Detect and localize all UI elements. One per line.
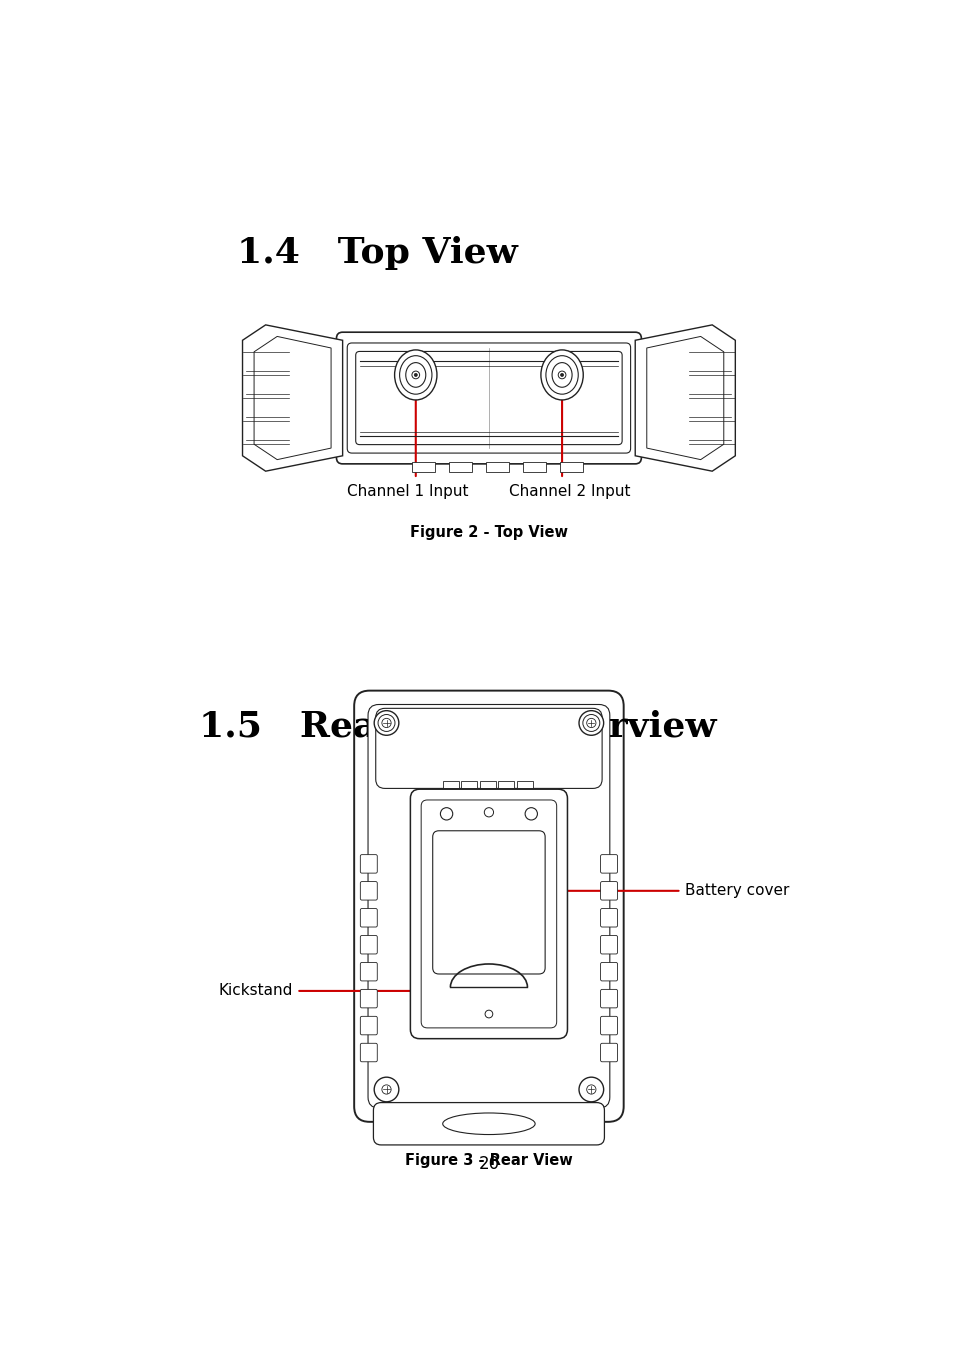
FancyBboxPatch shape <box>360 963 376 981</box>
Circle shape <box>558 370 565 379</box>
FancyBboxPatch shape <box>360 935 376 954</box>
Text: Channel 1 Input: Channel 1 Input <box>347 485 468 500</box>
Ellipse shape <box>395 350 436 400</box>
Bar <box>488 795 501 803</box>
Ellipse shape <box>552 362 572 387</box>
FancyBboxPatch shape <box>600 881 617 900</box>
Text: 1.5   Rear Panel Overview: 1.5 Rear Panel Overview <box>198 710 716 744</box>
Bar <box>460 781 476 788</box>
Bar <box>559 462 582 471</box>
Bar <box>456 808 466 816</box>
Text: Channel 2 Input: Channel 2 Input <box>509 485 630 500</box>
Circle shape <box>374 1078 398 1102</box>
Polygon shape <box>646 337 723 459</box>
Polygon shape <box>253 337 331 459</box>
Circle shape <box>374 711 398 735</box>
Circle shape <box>560 373 563 376</box>
FancyBboxPatch shape <box>360 1044 376 1061</box>
Text: Battery cover: Battery cover <box>684 884 789 898</box>
FancyBboxPatch shape <box>336 333 640 463</box>
FancyBboxPatch shape <box>433 831 544 974</box>
Circle shape <box>586 718 596 727</box>
Bar <box>497 781 514 788</box>
Circle shape <box>578 1078 603 1102</box>
Circle shape <box>484 1010 493 1018</box>
Bar <box>508 808 519 816</box>
FancyBboxPatch shape <box>360 854 376 873</box>
Circle shape <box>381 718 391 727</box>
Circle shape <box>578 711 603 735</box>
Bar <box>522 462 545 471</box>
Circle shape <box>381 1084 391 1094</box>
Circle shape <box>440 808 453 820</box>
Ellipse shape <box>399 356 432 395</box>
Circle shape <box>412 370 419 379</box>
FancyBboxPatch shape <box>368 704 609 1109</box>
FancyBboxPatch shape <box>360 990 376 1008</box>
Ellipse shape <box>405 362 425 387</box>
Ellipse shape <box>545 356 578 395</box>
Circle shape <box>524 808 537 820</box>
Text: 1.4   Top View: 1.4 Top View <box>237 236 517 271</box>
Circle shape <box>414 373 416 376</box>
Bar <box>495 808 506 816</box>
Ellipse shape <box>442 1113 535 1134</box>
Bar <box>442 808 453 816</box>
Bar <box>485 462 508 471</box>
Text: 20: 20 <box>477 1156 499 1173</box>
Bar <box>479 781 496 788</box>
Bar <box>473 795 486 803</box>
Bar <box>457 795 471 803</box>
FancyBboxPatch shape <box>600 963 617 981</box>
FancyBboxPatch shape <box>600 908 617 927</box>
Text: Kickstand: Kickstand <box>218 983 293 998</box>
FancyBboxPatch shape <box>360 881 376 900</box>
Text: Figure 3 - Rear View: Figure 3 - Rear View <box>405 1153 572 1168</box>
FancyBboxPatch shape <box>410 789 567 1039</box>
Bar <box>412 462 435 471</box>
Circle shape <box>586 1084 596 1094</box>
FancyBboxPatch shape <box>375 709 601 788</box>
FancyBboxPatch shape <box>373 1103 604 1145</box>
FancyBboxPatch shape <box>600 854 617 873</box>
FancyBboxPatch shape <box>355 352 621 445</box>
FancyBboxPatch shape <box>420 800 557 1028</box>
FancyBboxPatch shape <box>354 691 623 1122</box>
FancyBboxPatch shape <box>600 935 617 954</box>
Polygon shape <box>635 325 735 471</box>
Bar <box>517 781 533 788</box>
Bar <box>442 781 458 788</box>
Text: Figure 2 - Top View: Figure 2 - Top View <box>410 525 567 540</box>
FancyBboxPatch shape <box>600 1017 617 1034</box>
FancyBboxPatch shape <box>600 990 617 1008</box>
Circle shape <box>484 808 493 816</box>
FancyBboxPatch shape <box>360 1017 376 1034</box>
Bar <box>519 795 533 803</box>
Polygon shape <box>242 325 342 471</box>
FancyBboxPatch shape <box>347 343 630 453</box>
Bar <box>469 808 479 816</box>
Bar <box>504 795 517 803</box>
Circle shape <box>377 714 395 731</box>
Bar <box>482 808 493 816</box>
Bar <box>521 808 533 816</box>
Bar <box>442 795 456 803</box>
Circle shape <box>582 714 599 731</box>
Ellipse shape <box>540 350 582 400</box>
FancyBboxPatch shape <box>600 1044 617 1061</box>
FancyBboxPatch shape <box>360 908 376 927</box>
Bar <box>449 462 472 471</box>
